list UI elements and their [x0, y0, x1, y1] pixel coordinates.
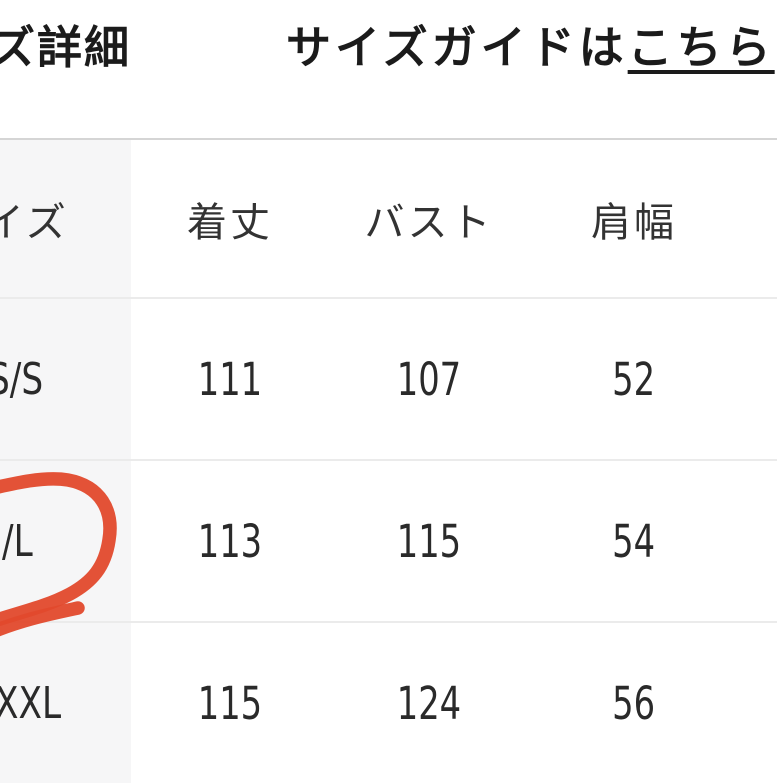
cell-bust: 115: [329, 461, 529, 621]
length-value: 113: [197, 514, 263, 568]
table-row: /L 113 115 54: [0, 459, 777, 621]
length-value: 115: [197, 676, 263, 730]
shoulder-value: 54: [612, 514, 656, 568]
column-header-filler: [739, 140, 777, 297]
cell-shoulder: 52: [529, 299, 739, 459]
column-header-bust-label: バスト: [364, 199, 494, 246]
size-value: XXL: [0, 677, 62, 729]
shoulder-value: 52: [612, 352, 656, 406]
size-guide-text: サイズガイドはこちら: [286, 22, 775, 74]
cell-length: 111: [131, 299, 329, 459]
column-header-shoulder-label: 肩幅: [591, 199, 677, 246]
cell-shoulder: 54: [529, 461, 739, 621]
column-header-size: イズ: [0, 140, 131, 297]
cell-bust: 107: [329, 299, 529, 459]
size-guide-link[interactable]: こちら: [627, 21, 775, 74]
cell-filler: [739, 299, 777, 459]
table-header-row: イズ 着丈 バスト 肩幅: [0, 140, 777, 297]
cell-size: XXL: [0, 623, 131, 783]
size-value: /L: [2, 515, 33, 567]
length-value: 111: [197, 352, 263, 406]
column-header-length-label: 着丈: [187, 199, 273, 246]
cell-size: S/S: [0, 299, 131, 459]
cell-length: 115: [131, 623, 329, 783]
cell-length: 113: [131, 461, 329, 621]
table-row: S/S 111 107 52: [0, 297, 777, 459]
size-table: イズ 着丈 バスト 肩幅 S/S 111 107 52 /L 113 115 5…: [0, 138, 777, 783]
cell-filler: [739, 623, 777, 783]
size-guide-label: サイズガイドは: [286, 21, 628, 74]
shoulder-value: 56: [612, 676, 656, 730]
table-row: XXL 115 124 56: [0, 621, 777, 783]
column-header-shoulder: 肩幅: [529, 140, 739, 297]
cell-bust: 124: [329, 623, 529, 783]
cell-shoulder: 56: [529, 623, 739, 783]
column-header-bust: バスト: [329, 140, 529, 297]
bust-value: 115: [396, 514, 462, 568]
cell-filler: [739, 461, 777, 621]
cell-size: /L: [0, 461, 131, 621]
column-header-size-label: イズ: [0, 199, 69, 246]
bust-value: 107: [396, 352, 462, 406]
bust-value: 124: [396, 676, 462, 730]
column-header-length: 着丈: [131, 140, 329, 297]
size-value: S/S: [0, 353, 44, 405]
page-title: ズ詳細: [0, 21, 132, 74]
